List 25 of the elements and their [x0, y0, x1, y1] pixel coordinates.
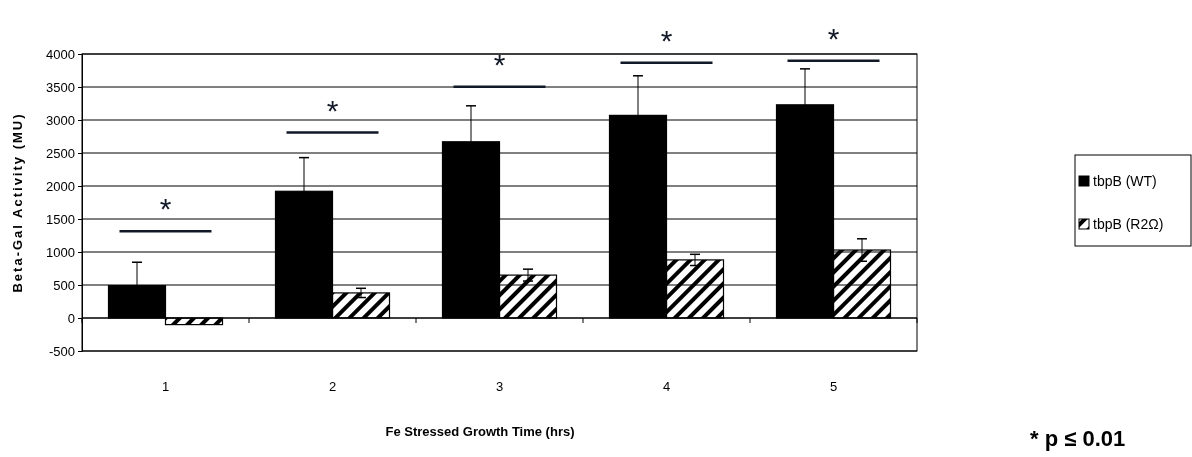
y-tick-label: 1000 — [46, 244, 75, 260]
y-tick-label: 2000 — [46, 178, 75, 194]
annotation: * — [159, 192, 172, 226]
y-tick-label: 4000 — [46, 46, 75, 62]
y-tick-label: -500 — [48, 343, 75, 359]
y-tick-label: 1500 — [46, 211, 75, 227]
y-tick-label: 3000 — [46, 112, 75, 128]
x-tick-label: 2 — [328, 379, 337, 395]
y-tick-label: 500 — [53, 277, 75, 293]
annotation: * — [493, 47, 506, 81]
x-axis-title: Fe Stressed Growth Time (hrs) — [385, 424, 575, 439]
y-axis-title: Beta-Gal Activity (MU) — [10, 112, 25, 293]
text: * p ≤ 0.01 — [1030, 426, 1126, 451]
x-tick-label: 4 — [662, 379, 671, 395]
annotation: * — [827, 21, 840, 55]
legend-label: tbpB (WT) — [1093, 173, 1157, 189]
y-tick-label: 3500 — [46, 79, 75, 95]
legend-label: tbpB (R2Ω) — [1093, 216, 1164, 232]
annotation: * — [326, 93, 339, 127]
y-tick-label: 0 — [67, 310, 75, 326]
x-tick-label: 1 — [161, 379, 170, 395]
annotation: * — [660, 23, 673, 57]
x-tick-label: 5 — [829, 379, 838, 395]
y-tick-label: 2500 — [46, 145, 75, 161]
x-tick-label: 3 — [495, 379, 504, 395]
